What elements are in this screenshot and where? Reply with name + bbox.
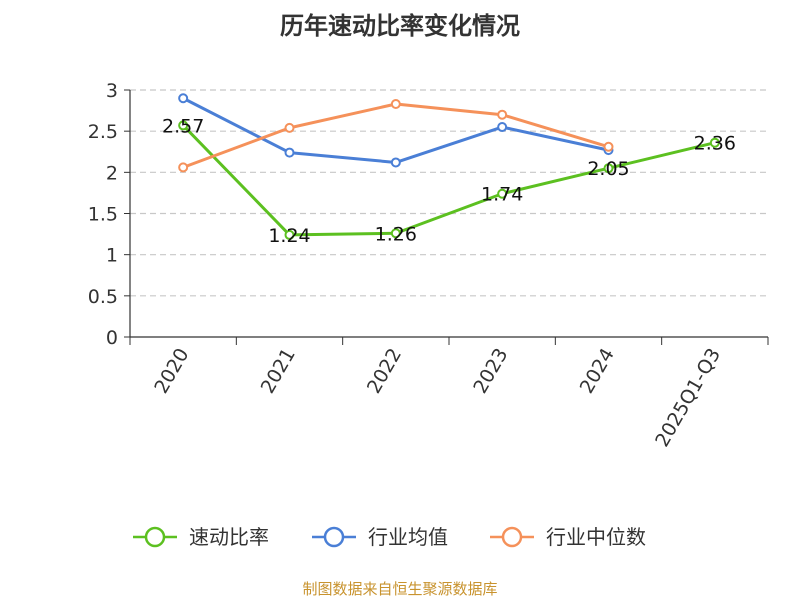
chart-title: 历年速动比率变化情况	[280, 12, 520, 40]
data-label: 1.24	[268, 225, 310, 247]
legend-marker-icon	[501, 526, 523, 548]
data-point	[497, 122, 508, 133]
data-point	[284, 122, 295, 133]
y-tick-label: 1	[106, 245, 118, 267]
data-point	[497, 188, 508, 199]
legend-label: 行业均值	[368, 525, 448, 549]
legend: 速动比率 行业均值 行业中位数	[133, 525, 646, 549]
data-point	[603, 141, 614, 152]
grid-lines	[130, 89, 768, 297]
data-label: 2.36	[694, 133, 736, 155]
legend-marker-icon	[323, 526, 345, 548]
data-label: 1.26	[375, 223, 417, 245]
y-tick-label: 0	[106, 327, 118, 349]
data-point	[178, 93, 189, 104]
data-point	[178, 120, 189, 131]
legend-marker-icon	[144, 526, 166, 548]
y-tick-label: 2	[106, 162, 118, 184]
data-label: 2.57	[162, 115, 204, 137]
x-tick-label: 2024	[576, 345, 619, 398]
x-tick-label: 2025Q1-Q3	[651, 345, 725, 451]
y-tick-label: 3	[106, 80, 118, 102]
source-note: 制图数据来自恒生聚源数据库	[302, 580, 498, 598]
data-point	[284, 229, 295, 240]
series-line	[182, 124, 716, 237]
data-labels: 2.57 1.24 1.26 1.74 2.05 2.36	[162, 115, 736, 247]
x-tick-label: 2021	[257, 345, 300, 398]
data-label: 2.05	[587, 158, 629, 180]
legend-item: 速动比率	[133, 525, 269, 549]
legend-label: 行业中位数	[546, 525, 646, 549]
legend-item: 行业均值	[312, 525, 448, 549]
data-point	[178, 162, 189, 173]
data-point	[390, 228, 401, 239]
legend-item: 行业中位数	[490, 525, 646, 549]
x-tick-label: 2022	[363, 345, 406, 398]
y-tick-label: 1.5	[88, 204, 118, 226]
data-point	[390, 98, 401, 109]
data-point	[497, 109, 508, 120]
x-tick-label: 2020	[150, 345, 193, 398]
data-label: 1.74	[481, 184, 523, 206]
data-point	[284, 147, 295, 158]
y-tick-label: 2.5	[88, 121, 118, 143]
data-point	[603, 163, 614, 174]
data-point	[390, 157, 401, 168]
data-point	[709, 137, 720, 148]
legend-label: 速动比率	[189, 525, 269, 549]
y-tick-label: 0.5	[88, 286, 118, 308]
series-lines	[178, 93, 720, 240]
x-tick-label: 2023	[469, 344, 512, 397]
